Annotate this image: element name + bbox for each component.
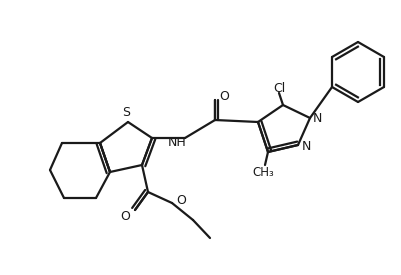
Text: CH₃: CH₃: [251, 166, 273, 178]
Text: S: S: [122, 106, 130, 119]
Text: O: O: [120, 210, 130, 224]
Text: N: N: [312, 112, 321, 125]
Text: O: O: [176, 194, 186, 208]
Text: NH: NH: [167, 136, 186, 148]
Text: Cl: Cl: [272, 81, 284, 95]
Text: O: O: [219, 89, 228, 103]
Text: N: N: [301, 139, 310, 153]
